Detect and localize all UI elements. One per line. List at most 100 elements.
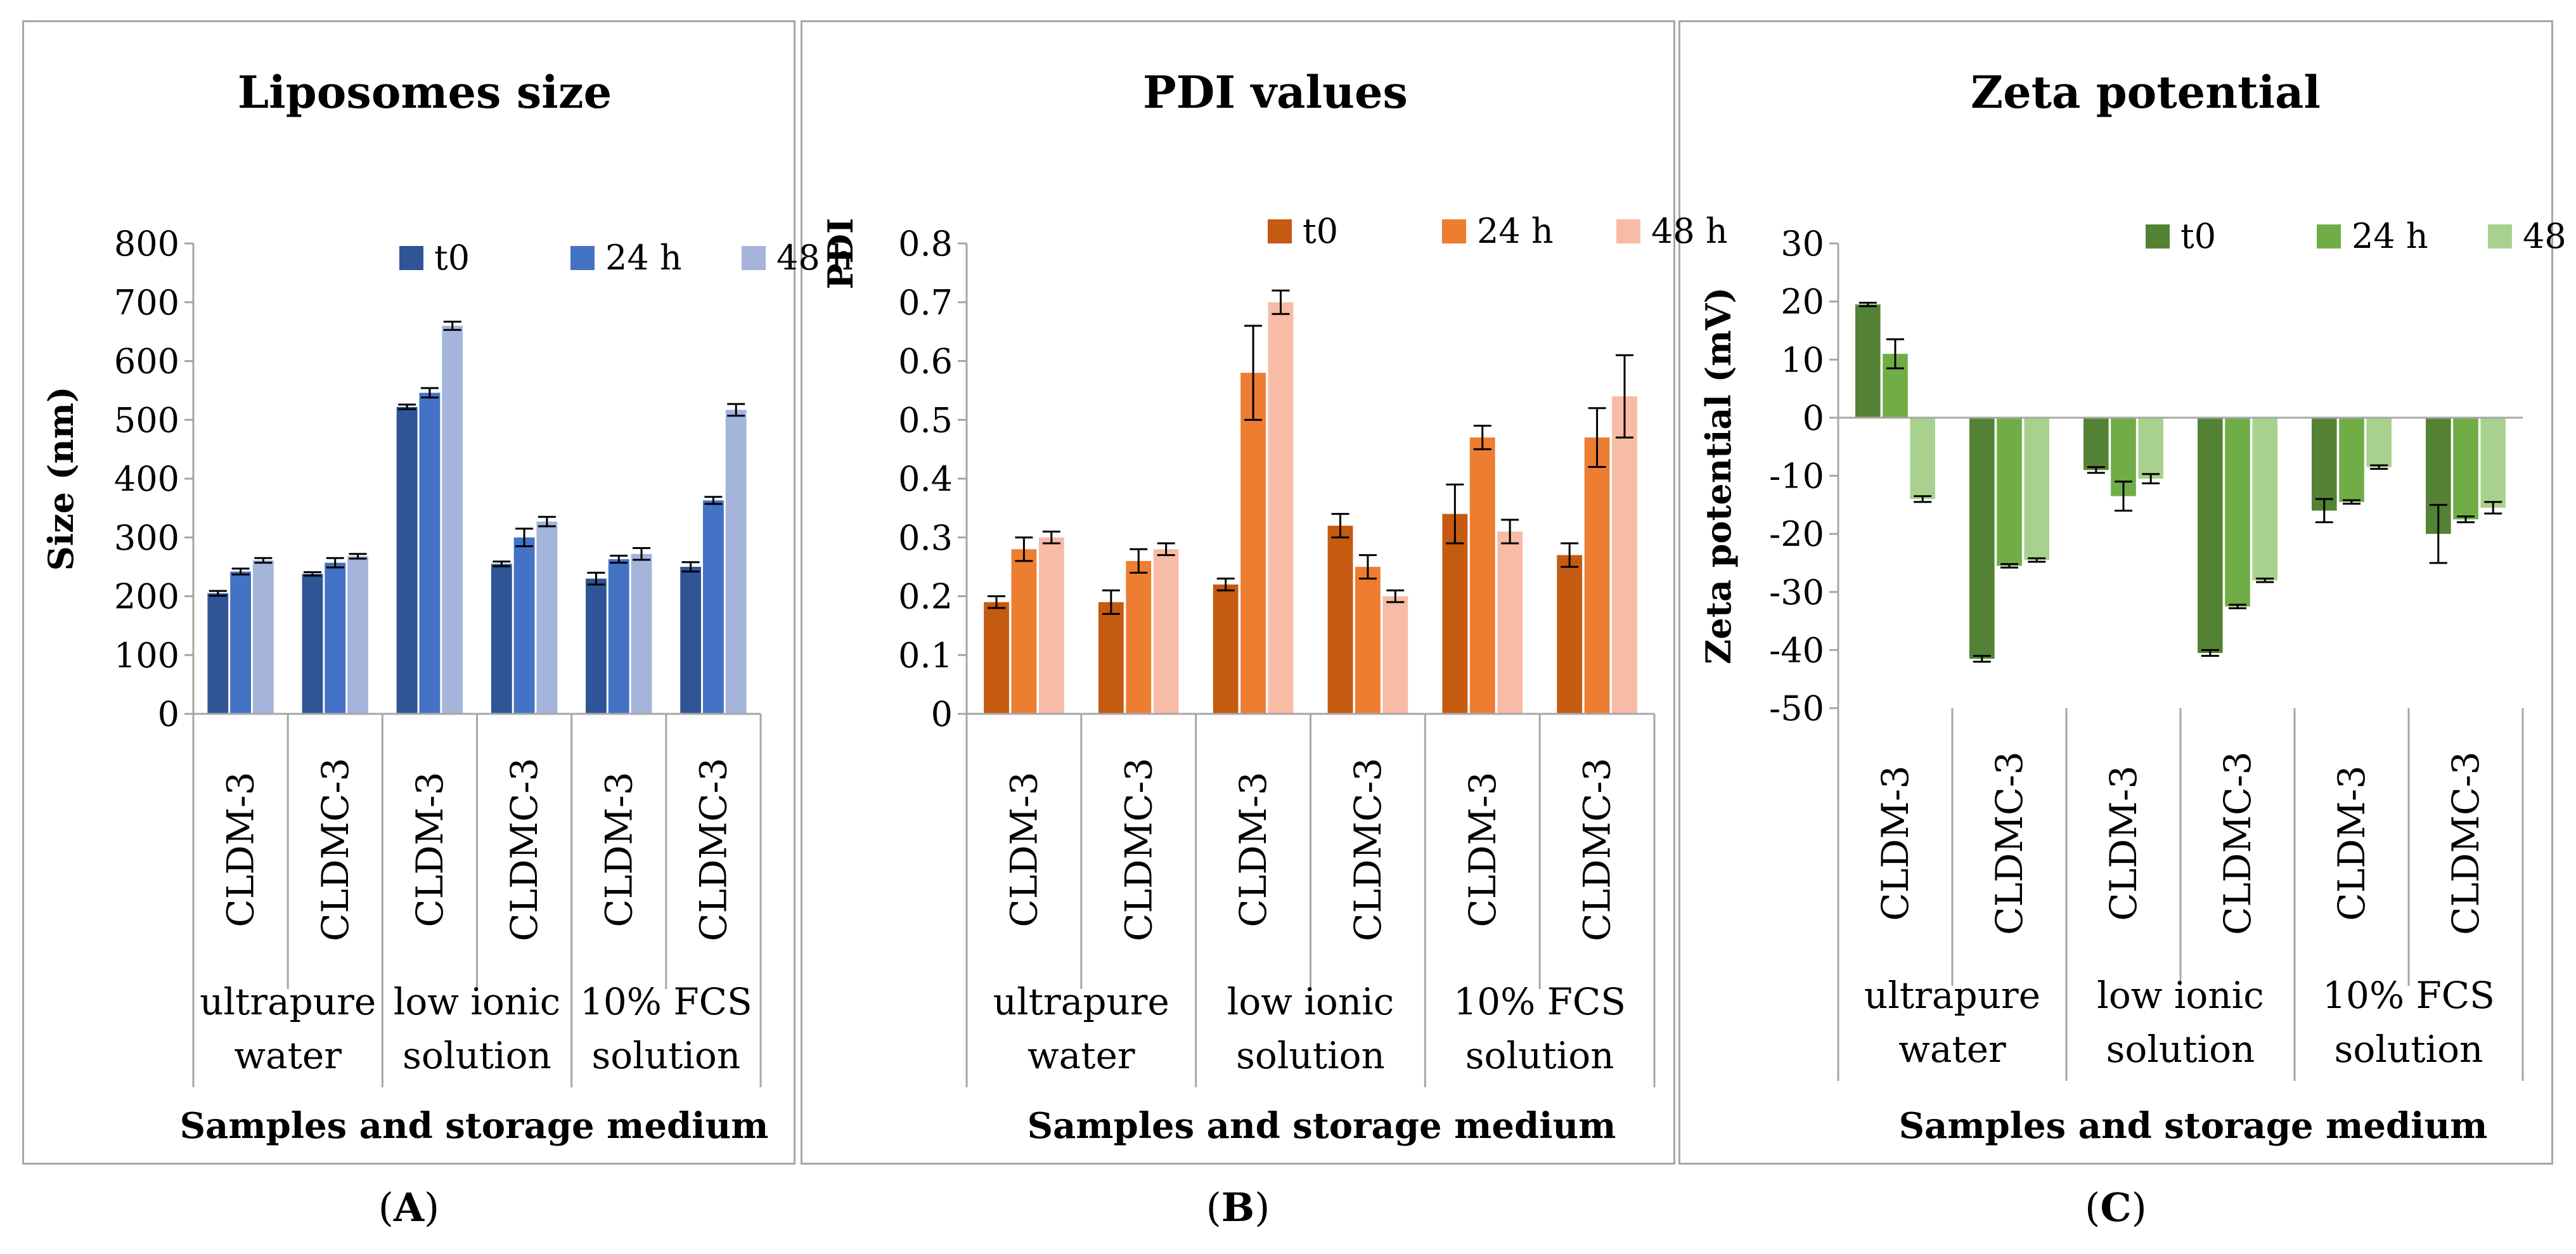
group-label-line1: low ionic bbox=[394, 980, 560, 1023]
chart-title: Liposomes size bbox=[238, 66, 612, 119]
panel-caption-b: (B) bbox=[1206, 1184, 1270, 1231]
group-label-line2: solution bbox=[591, 1034, 740, 1077]
y-tick-label: 0.7 bbox=[898, 283, 953, 323]
category-label: CLDMC-3 bbox=[314, 758, 357, 941]
bar bbox=[302, 574, 323, 714]
category-label: CLDM-3 bbox=[1232, 772, 1275, 927]
group-label-line2: water bbox=[1898, 1028, 2006, 1071]
group-label-line2: water bbox=[1027, 1034, 1135, 1077]
bar bbox=[442, 325, 463, 714]
bar bbox=[1612, 396, 1637, 714]
bar bbox=[631, 553, 652, 714]
legend-swatch bbox=[1616, 219, 1640, 243]
bar bbox=[347, 556, 368, 714]
y-tick-label: 0.4 bbox=[898, 459, 953, 499]
bar bbox=[230, 571, 251, 714]
bar bbox=[725, 410, 747, 714]
bar bbox=[1469, 437, 1495, 714]
y-tick-label: 0.6 bbox=[898, 342, 953, 382]
bar bbox=[419, 392, 441, 714]
bar bbox=[1557, 555, 1583, 714]
group-label-line2: solution bbox=[2334, 1028, 2483, 1071]
panel-c-frame bbox=[1678, 20, 2553, 1165]
y-tick-label: 0 bbox=[158, 694, 179, 734]
category-label: CLDM-3 bbox=[219, 772, 262, 927]
legend-swatch bbox=[399, 246, 423, 270]
bar bbox=[207, 593, 229, 714]
bar bbox=[1038, 537, 1064, 714]
y-tick-label: 0.1 bbox=[898, 635, 953, 675]
y-tick-label: -30 bbox=[1769, 572, 1824, 612]
category-label: CLDMC-3 bbox=[1576, 758, 1619, 941]
group-label-line1: 10% FCS bbox=[2322, 974, 2495, 1017]
y-tick-label: 0.5 bbox=[898, 400, 953, 440]
legend-swatch bbox=[2317, 224, 2341, 249]
category-label: CLDM-3 bbox=[1461, 772, 1504, 927]
x-axis-label: Samples and storage medium bbox=[180, 1105, 769, 1147]
category-label: CLDM-3 bbox=[1874, 765, 1917, 921]
y-axis-label: PDI bbox=[820, 218, 861, 290]
category-label: CLDMC-3 bbox=[2444, 751, 2487, 935]
legend-swatch bbox=[2488, 224, 2512, 249]
y-tick-label: 10 bbox=[1781, 340, 1824, 380]
bar bbox=[2339, 417, 2364, 502]
legend-label: t0 bbox=[1303, 211, 1338, 251]
bar bbox=[1126, 560, 1152, 714]
bar bbox=[396, 406, 418, 714]
group-label-line1: ultrapure bbox=[1864, 974, 2040, 1017]
bar bbox=[491, 564, 512, 714]
bar bbox=[1910, 417, 1935, 500]
bar bbox=[1442, 514, 1468, 714]
bar bbox=[1969, 417, 1995, 659]
chart-title: PDI values bbox=[1143, 66, 1408, 119]
bar bbox=[2024, 417, 2049, 560]
bar bbox=[2083, 417, 2109, 470]
legend-swatch bbox=[1268, 219, 1292, 243]
group-label-line2: solution bbox=[2106, 1028, 2255, 1071]
category-label: CLDMC-3 bbox=[1988, 751, 2031, 935]
bar bbox=[1153, 549, 1179, 714]
group-label-line2: water bbox=[234, 1034, 342, 1077]
group-label-line1: 10% FCS bbox=[1453, 980, 1626, 1023]
bar bbox=[1213, 584, 1239, 714]
y-tick-label: -50 bbox=[1769, 688, 1824, 728]
bar bbox=[2225, 417, 2250, 607]
bar bbox=[2138, 417, 2163, 479]
legend-swatch bbox=[742, 246, 766, 270]
bar bbox=[325, 562, 346, 714]
group-label-line2: solution bbox=[1236, 1034, 1385, 1077]
bar bbox=[1497, 531, 1523, 714]
legend-swatch bbox=[1442, 219, 1466, 243]
category-label: CLDM-3 bbox=[597, 772, 640, 927]
bar bbox=[2480, 417, 2506, 508]
y-axis-label: Zeta potential (mV) bbox=[1698, 287, 1739, 664]
bar bbox=[1584, 437, 1610, 714]
group-label-line1: low ionic bbox=[2097, 974, 2264, 1017]
bar bbox=[2312, 417, 2337, 511]
legend-label: 48 h bbox=[776, 238, 853, 278]
y-tick-label: -40 bbox=[1769, 630, 1824, 670]
y-tick-label: 600 bbox=[114, 342, 179, 382]
bar bbox=[1997, 417, 2022, 566]
y-tick-label: 300 bbox=[114, 518, 179, 558]
panel-caption-a: (A) bbox=[378, 1184, 440, 1231]
legend-label: t0 bbox=[2180, 216, 2216, 256]
bar bbox=[1268, 302, 1294, 714]
legend-label: t0 bbox=[434, 238, 470, 278]
legend-label: 24 h bbox=[2352, 216, 2428, 256]
x-axis-label: Samples and storage medium bbox=[1027, 1105, 1616, 1147]
group-label-line2: solution bbox=[1465, 1034, 1614, 1077]
group-label-line1: low ionic bbox=[1227, 980, 1394, 1023]
y-tick-label: 700 bbox=[114, 283, 179, 323]
bar bbox=[1098, 602, 1124, 714]
chart-title: Zeta potential bbox=[1971, 66, 2321, 119]
group-label-line1: ultrapure bbox=[993, 980, 1169, 1023]
y-tick-label: 800 bbox=[114, 224, 179, 264]
bar bbox=[703, 500, 724, 714]
category-label: CLDM-3 bbox=[2330, 765, 2373, 921]
x-axis-label: Samples and storage medium bbox=[1899, 1105, 2488, 1147]
y-tick-label: -10 bbox=[1769, 456, 1824, 496]
category-label: CLDMC-3 bbox=[692, 758, 735, 941]
